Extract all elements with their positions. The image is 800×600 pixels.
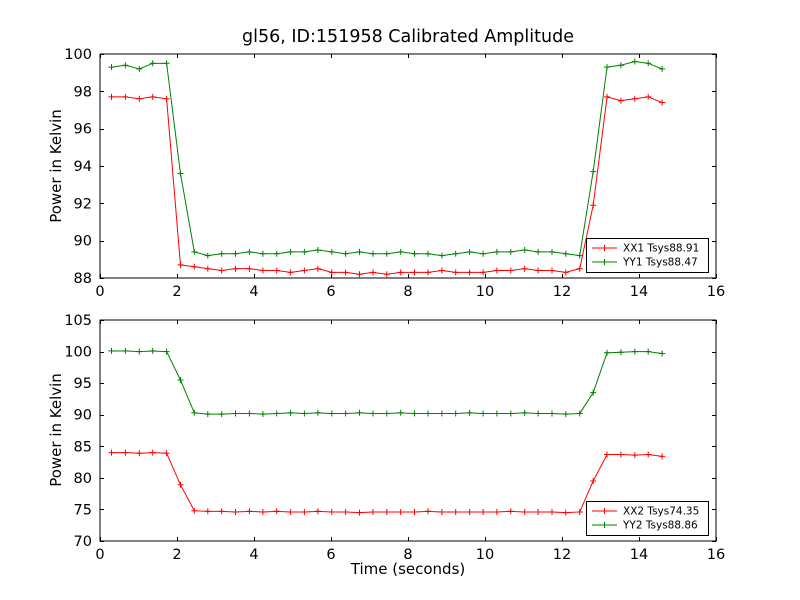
legend-box	[586, 501, 709, 536]
series-line-YY2	[111, 350, 663, 415]
figure-title: gl56, ID:151958 Calibrated Amplitude	[242, 27, 574, 47]
legend-entry-label: XX2 Tsys74.35	[623, 506, 699, 518]
x-tick-label: 6	[326, 547, 335, 563]
axes-ticks	[100, 54, 717, 279]
x-tick-label: 2	[172, 284, 181, 300]
y-tick-label: 100	[64, 345, 92, 361]
legend: XX2 Tsys74.35 YY2 Tsys88.86	[586, 501, 709, 536]
x-tick-label: 12	[553, 547, 571, 563]
x-tick-label: 10	[476, 547, 494, 563]
y-tick-label: 85	[74, 439, 92, 455]
x-tick-label: 12	[553, 284, 571, 300]
y-tick-label: 92	[74, 196, 92, 212]
legend-entry-label: YY1 Tsys88.47	[622, 257, 698, 269]
y-tick-label: 70	[74, 534, 92, 550]
y-tick-label: 100	[64, 47, 92, 63]
subplot-1: 0 2 4 6 8 10 12 14 16 88 90 92 94 96 98 100 XX1 Tsys88.9…	[64, 47, 725, 300]
x-tick-label: 0	[95, 284, 104, 300]
y-tick-label: 105	[64, 313, 92, 329]
x-tick-label: 8	[403, 547, 412, 563]
x-tick-label: 8	[403, 284, 412, 300]
x-axis-label: Time (seconds)	[350, 560, 466, 578]
legend-entry-label: XX1 Tsys88.91	[623, 243, 699, 255]
legend-box	[586, 238, 709, 273]
y-tick-label: 96	[74, 122, 92, 138]
series-line-XX2	[111, 452, 663, 514]
y-tick-label: 90	[74, 408, 92, 424]
x-tick-label: 4	[249, 284, 258, 300]
x-tick-label: 16	[707, 547, 725, 563]
y-tick-label: 94	[74, 159, 92, 175]
x-tick-label: 2	[172, 547, 181, 563]
y-tick-label: 98	[74, 84, 92, 100]
series-markers-XX2	[108, 449, 666, 516]
series-markers-YY1	[108, 58, 666, 259]
x-tick-label: 16	[707, 284, 725, 300]
series-line-YY1	[111, 60, 663, 257]
legend-sample-marker	[601, 245, 608, 251]
y-tick-label: 75	[74, 502, 92, 518]
top-plot-ylabel: Power in Kelvin	[47, 109, 65, 223]
y-tick-label: 88	[74, 271, 92, 287]
y-tick-label: 80	[74, 471, 92, 487]
legend-sample-marker	[601, 259, 608, 265]
legend-entry-label: YY2 Tsys88.86	[622, 520, 698, 532]
series-markers-YY2	[108, 347, 666, 418]
legend-sample-marker	[601, 508, 608, 514]
x-tick-label: 14	[630, 547, 648, 563]
y-tick-label: 90	[74, 234, 92, 250]
x-tick-label: 0	[95, 547, 104, 563]
x-tick-label: 6	[326, 284, 335, 300]
legend: XX1 Tsys88.91 YY1 Tsys88.47	[586, 238, 709, 273]
x-tick-label: 10	[476, 284, 494, 300]
series-markers-XX1	[108, 93, 666, 278]
axes-ticks	[100, 320, 717, 542]
subplot-2: 0 2 4 6 8 10 12 14 16 70 75 80 85 90 95 100 105 XX2 Tsys7…	[64, 313, 725, 563]
x-tick-label: 14	[630, 284, 648, 300]
legend-sample-marker	[601, 522, 608, 528]
series-line-XX1	[111, 96, 663, 275]
x-tick-label: 4	[249, 547, 258, 563]
y-tick-label: 95	[74, 376, 92, 392]
bottom-plot-ylabel: Power in Kelvin	[47, 373, 65, 487]
